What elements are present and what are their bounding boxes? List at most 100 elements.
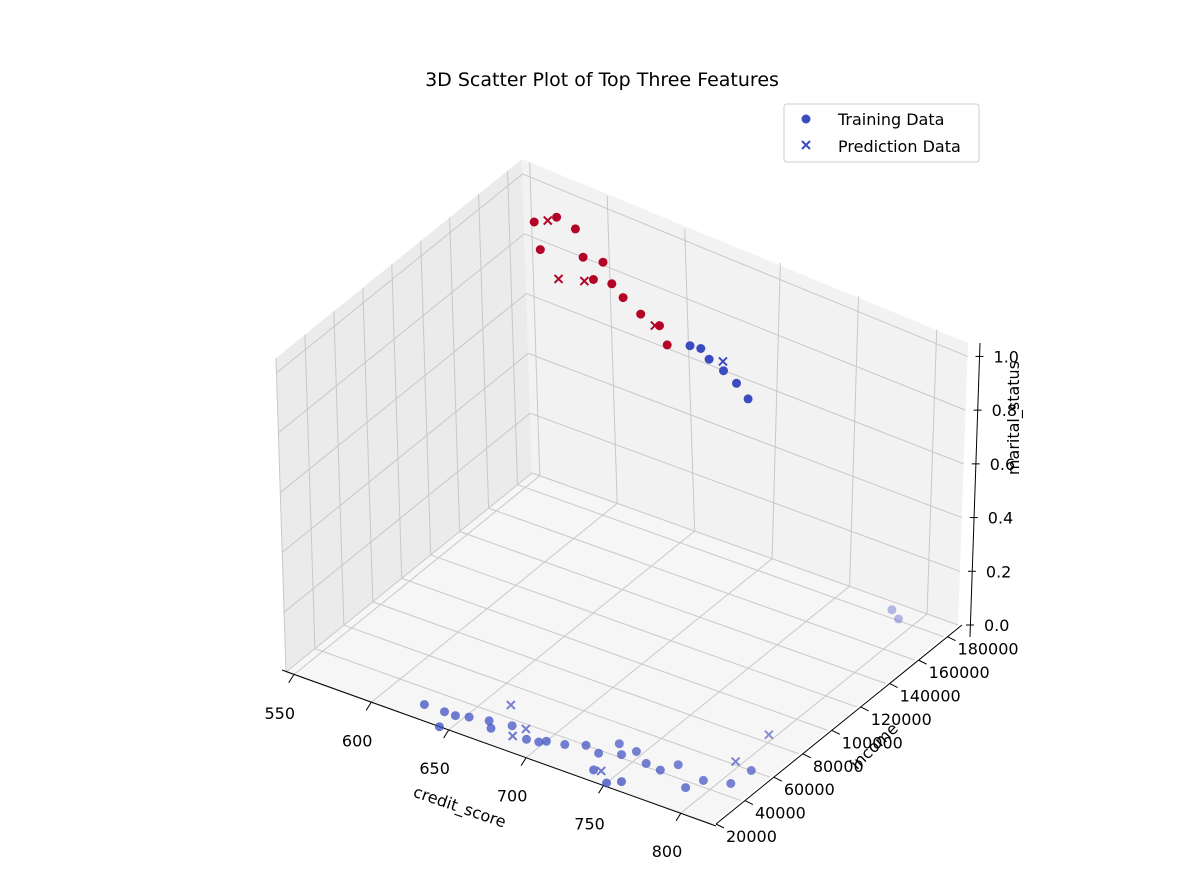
z-axis-line bbox=[969, 342, 981, 638]
y-tick-label: 80000 bbox=[813, 757, 864, 776]
prediction-point bbox=[596, 766, 606, 776]
grid-line-z bbox=[278, 233, 966, 434]
training-point bbox=[507, 721, 517, 731]
prediction-point bbox=[507, 731, 518, 741]
x-tick-label: 800 bbox=[652, 842, 683, 861]
training-point bbox=[732, 378, 741, 388]
training-point bbox=[743, 394, 753, 404]
z-tick-label: 1.0 bbox=[994, 347, 1019, 366]
training-point bbox=[589, 765, 599, 775]
grid-lines bbox=[275, 162, 968, 825]
training-point bbox=[673, 760, 683, 770]
x-tick-mark bbox=[365, 702, 372, 711]
training-point bbox=[484, 716, 494, 726]
y-tick-mark bbox=[744, 800, 754, 806]
training-point bbox=[698, 775, 708, 785]
training-point bbox=[581, 740, 591, 750]
grid-line-z bbox=[283, 412, 961, 613]
prediction-point bbox=[553, 274, 564, 284]
training-point bbox=[434, 722, 444, 732]
training-point bbox=[681, 783, 691, 793]
training-point bbox=[614, 739, 624, 749]
training-point bbox=[894, 614, 903, 624]
axis-panes bbox=[276, 159, 968, 824]
training-point bbox=[529, 217, 539, 227]
y-tick-label: 140000 bbox=[900, 687, 961, 706]
y-tick-mark bbox=[947, 636, 956, 642]
training-point bbox=[535, 245, 545, 255]
legend-frame bbox=[783, 103, 980, 163]
back-pane bbox=[522, 159, 968, 625]
x-tick-mark bbox=[443, 729, 450, 739]
tick-labels: 550 600 650 700 750 800 20000 40000 60000 80000 10… bbox=[264, 347, 1019, 861]
legend: Training Data Prediction Data bbox=[783, 103, 980, 163]
x-tick-mark bbox=[675, 812, 682, 822]
y-tick-mark bbox=[918, 659, 927, 665]
z-tick-label: 0.4 bbox=[988, 509, 1013, 528]
training-point bbox=[486, 723, 496, 733]
y-tick-label: 160000 bbox=[929, 663, 990, 682]
y-tick-label: 60000 bbox=[784, 780, 835, 799]
prediction-point bbox=[506, 700, 516, 710]
training-point bbox=[685, 341, 695, 351]
training-point bbox=[419, 700, 429, 709]
legend-label-training: Training Data bbox=[837, 110, 944, 129]
training-point bbox=[607, 279, 617, 289]
x-tick-mark bbox=[288, 674, 295, 684]
y-tick-mark bbox=[831, 729, 840, 735]
y-tick-mark bbox=[889, 683, 898, 688]
training-point bbox=[704, 354, 714, 364]
training-point bbox=[440, 707, 449, 717]
training-point bbox=[602, 778, 611, 788]
y-tick-label: 180000 bbox=[958, 640, 1019, 659]
x-tick-label: 700 bbox=[497, 787, 528, 806]
training-point bbox=[560, 740, 570, 749]
x-tick-mark bbox=[520, 757, 527, 766]
training-point bbox=[578, 252, 588, 262]
prediction-point bbox=[730, 756, 741, 767]
y-tick-label: 100000 bbox=[842, 733, 903, 752]
training-point bbox=[450, 711, 460, 721]
prediction-point bbox=[579, 276, 590, 286]
prediction-point bbox=[718, 356, 728, 367]
x-axis-label: credit_score bbox=[411, 782, 509, 832]
z-tick-label: 0.6 bbox=[990, 455, 1015, 474]
training-point bbox=[726, 779, 736, 788]
training-point bbox=[588, 275, 598, 284]
z-tick-label: 0.8 bbox=[992, 401, 1017, 420]
training-point bbox=[719, 366, 728, 376]
training-point bbox=[618, 293, 628, 303]
y-tick-label: 120000 bbox=[871, 710, 932, 729]
z-tick-label: 0.2 bbox=[986, 562, 1011, 581]
training-point bbox=[662, 340, 672, 350]
training-point bbox=[696, 344, 706, 353]
y-tick-mark bbox=[773, 776, 783, 782]
data-points bbox=[419, 212, 903, 793]
training-point bbox=[598, 257, 608, 267]
legend-marker-training bbox=[801, 114, 811, 124]
training-point bbox=[570, 224, 580, 234]
training-point bbox=[552, 212, 562, 222]
x-tick-label: 600 bbox=[342, 731, 373, 750]
x-axis-line bbox=[281, 669, 717, 827]
z-axis-label: marital_status bbox=[1004, 361, 1024, 475]
training-point bbox=[746, 766, 756, 775]
z-tick-label: 0.0 bbox=[984, 616, 1009, 635]
y-tick-mark bbox=[715, 823, 725, 829]
y-tick-label: 40000 bbox=[755, 804, 806, 823]
training-point bbox=[655, 765, 665, 775]
x-tick-label: 750 bbox=[574, 814, 605, 833]
y-tick-mark bbox=[802, 753, 812, 759]
training-point bbox=[464, 712, 474, 722]
prediction-point bbox=[543, 215, 553, 226]
x-tick-label: 550 bbox=[264, 704, 295, 723]
training-point bbox=[522, 734, 531, 744]
training-point bbox=[617, 750, 626, 760]
y-tick-mark bbox=[860, 706, 869, 712]
left-pane bbox=[276, 159, 532, 672]
training-point bbox=[631, 747, 641, 756]
grid-line-z bbox=[279, 293, 964, 493]
axis-lines bbox=[281, 342, 981, 827]
y-axis-line bbox=[715, 624, 963, 825]
